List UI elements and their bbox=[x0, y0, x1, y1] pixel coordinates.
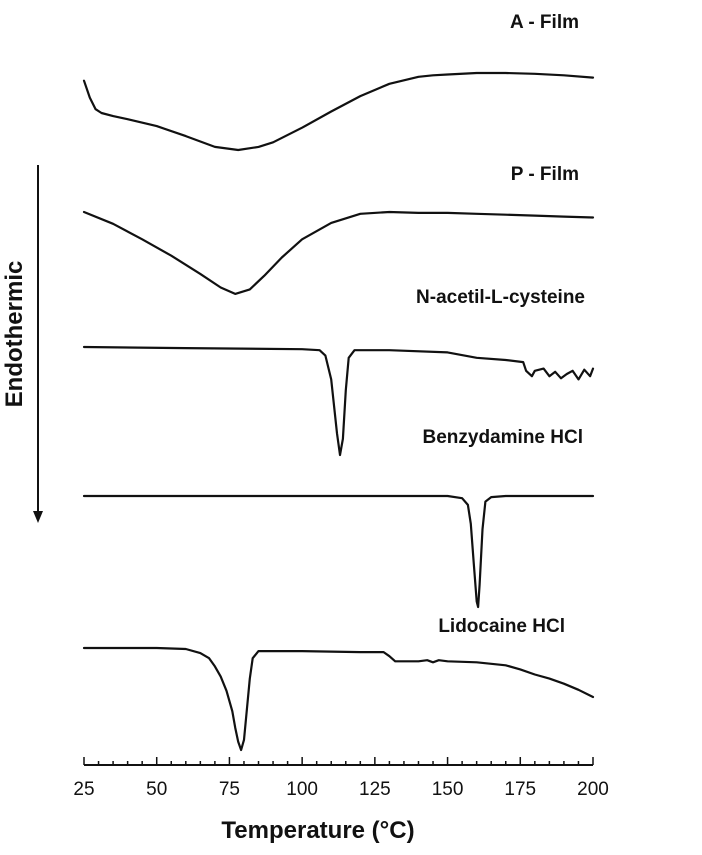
x-tick-label: 150 bbox=[432, 779, 464, 800]
curve-p-film bbox=[82, 210, 595, 295]
curve-label-p-film: P - Film bbox=[511, 164, 579, 185]
x-tick-label: 75 bbox=[219, 779, 240, 800]
curve-lidocaine-hcl bbox=[82, 646, 595, 752]
curve-n-acetil-l-cysteine bbox=[82, 345, 595, 457]
curve-labels-group: A - Film P - Film N-acetil-L-cysteine Benzy… bbox=[416, 12, 585, 637]
curve-label-n-acetil-l-cysteine: N-acetil-L-cysteine bbox=[416, 287, 585, 308]
curve-label-lidocaine-hcl: Lidocaine HCl bbox=[438, 616, 565, 637]
x-tick-label: 125 bbox=[359, 779, 391, 800]
x-tick-label: 50 bbox=[146, 779, 167, 800]
curve-label-benzydamine-hcl: Benzydamine HCl bbox=[423, 427, 583, 448]
x-tick-label: 100 bbox=[286, 779, 318, 800]
endothermic-arrow-head-icon bbox=[33, 511, 43, 523]
x-tick-label: 25 bbox=[73, 779, 94, 800]
curve-a-film bbox=[82, 71, 595, 152]
curve-label-a-film: A - Film bbox=[510, 12, 579, 33]
curve-benzydamine-hcl bbox=[82, 494, 595, 609]
y-axis-title: Endothermic bbox=[1, 261, 28, 408]
x-axis-title: Temperature (°C) bbox=[221, 817, 414, 844]
x-axis-ticks: 25 50 75 100 125 150 175 200 bbox=[73, 757, 609, 800]
x-tick-label: 200 bbox=[577, 779, 609, 800]
curves-group bbox=[82, 71, 595, 752]
x-tick-label: 175 bbox=[504, 779, 536, 800]
